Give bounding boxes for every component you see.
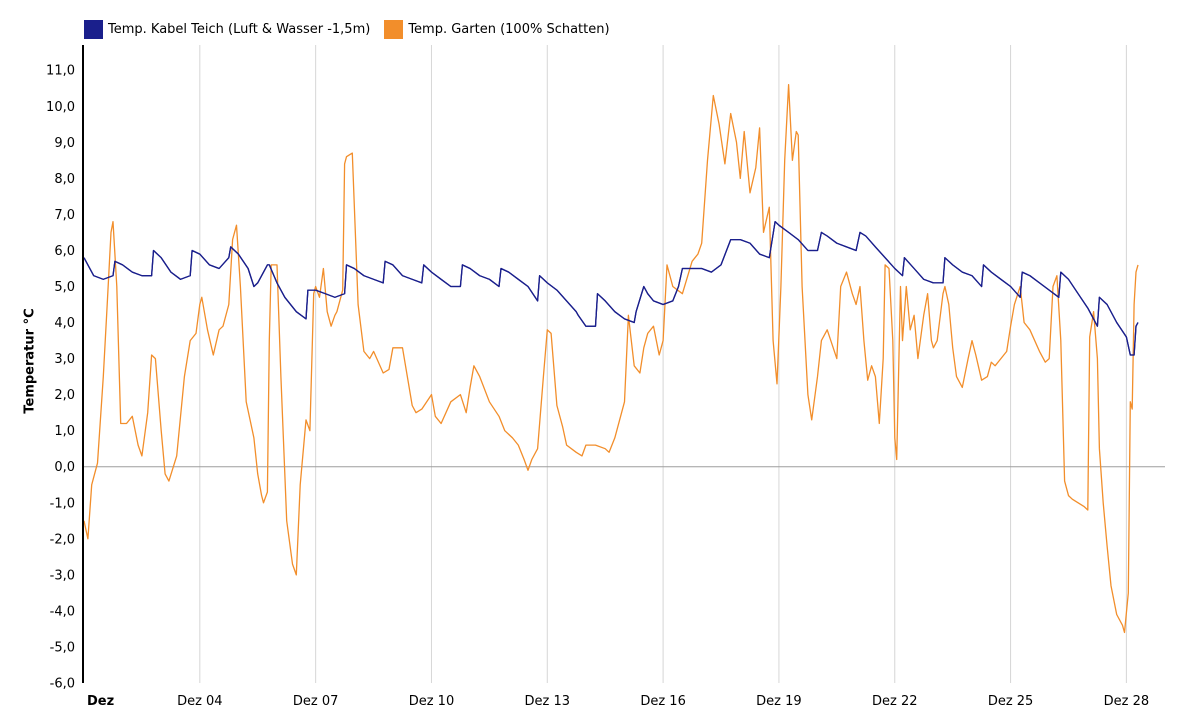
y-tick-label: -5,0 [50,640,75,655]
y-tick-label: -6,0 [50,677,75,692]
y-tick-label: 1,0 [54,424,75,439]
y-tick-label: -1,0 [50,496,75,511]
x-tick-label: Dez 07 [293,694,339,707]
x-tick-label: Dez [87,694,114,707]
x-tick-label: Dez 10 [409,694,455,707]
x-tick-label: Dez 16 [640,694,686,707]
y-tick-label: 3,0 [54,352,75,367]
legend-item-garten[interactable]: Temp. Garten (100% Schatten) [384,20,610,39]
x-tick-label: Dez 04 [177,694,223,707]
y-tick-label: 4,0 [54,316,75,331]
series-line-teich [83,220,1139,356]
legend-label-teich: Temp. Kabel Teich (Luft & Wasser -1,5m) [108,22,371,37]
series-line-garten [83,83,1139,634]
x-tick-label: Dez 25 [988,694,1034,707]
x-tick-label: Dez 13 [525,694,571,707]
legend-label-garten: Temp. Garten (100% Schatten) [408,22,610,37]
y-tick-label: 8,0 [54,172,75,187]
y-tick-label: -4,0 [50,604,75,619]
y-tick-label: -3,0 [50,568,75,583]
y-tick-label: -2,0 [50,532,75,547]
y-tick-label: 0,0 [54,460,75,475]
legend-swatch-garten [384,20,404,39]
legend: Temp. Kabel Teich (Luft & Wasser -1,5m) … [84,20,624,39]
x-tick-label: Dez 19 [756,694,802,707]
y-tick-label: 6,0 [54,244,75,259]
y-tick-label: 10,0 [46,100,75,115]
y-tick-label: 7,0 [54,208,75,223]
y-tick-label: 9,0 [54,136,75,151]
y-tick-label: 2,0 [54,388,75,403]
y-tick-label: 5,0 [54,280,75,295]
legend-swatch-teich [84,20,103,39]
legend-item-teich[interactable]: Temp. Kabel Teich (Luft & Wasser -1,5m) [84,20,370,39]
y-tick-label: 11,0 [46,64,75,79]
x-tick-label: Dez 28 [1104,694,1150,707]
series-line-teich-top [83,220,1139,356]
x-tick-label: Dez 22 [872,694,918,707]
